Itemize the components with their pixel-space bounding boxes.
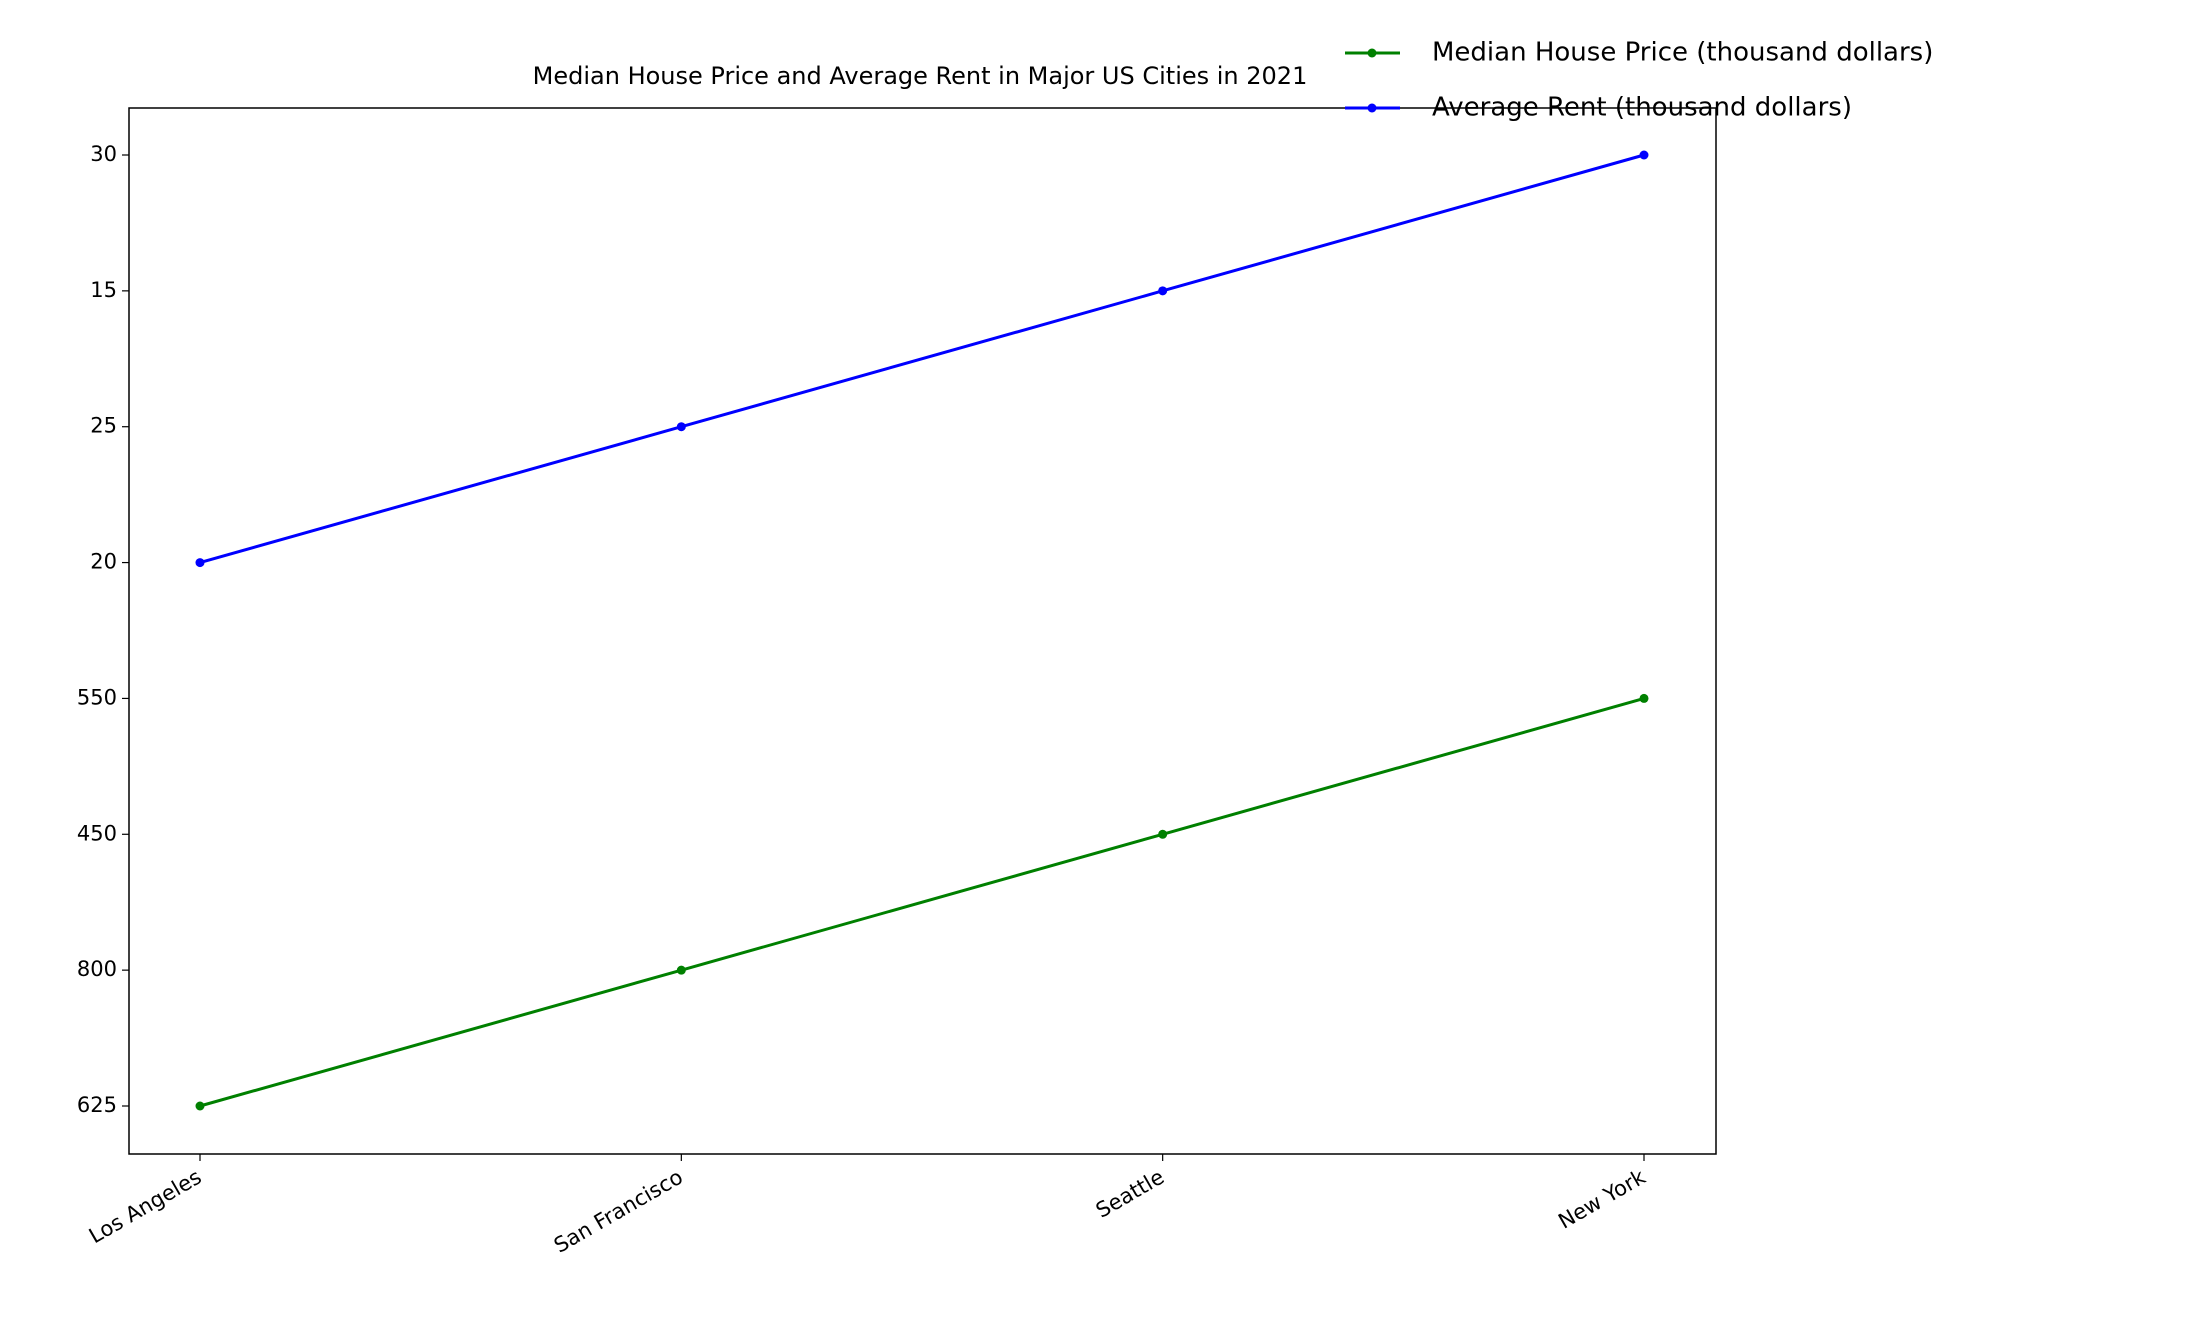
x-tick-label: San Francisco [550,1165,687,1258]
x-tick-label: Seattle [1092,1165,1168,1223]
y-tick-label: 30 [90,142,117,166]
series-line [199,696,1645,1108]
x-tick-label: Los Angeles [85,1165,206,1248]
legend-label: Median House Price (thousand dollars) [1432,38,1933,68]
y-tick-label: 625 [77,1093,117,1117]
data-point [1158,286,1168,296]
data-point [195,558,205,568]
y-tick-label: 15 [90,278,117,302]
y-tick-label: 550 [77,685,117,709]
data-point [676,422,686,432]
data-point [676,965,686,975]
data-point [1639,693,1649,703]
y-tick-label: 25 [90,414,117,438]
data-point [1158,829,1168,839]
y-tick-label: 450 [77,821,117,845]
legend-marker [1367,48,1377,58]
plot-frame [128,107,1717,1155]
legend-marker [1367,103,1377,113]
y-tick-label: 20 [90,550,117,574]
x-tick-label: New York [1554,1164,1650,1233]
chart-title: Median House Price and Average Rent in M… [533,62,1308,90]
data-point [1639,150,1649,160]
series-line [199,153,1645,565]
legend-label: Average Rent (thousand dollars) [1432,93,1852,123]
y-tick-label: 800 [77,957,117,981]
data-point [195,1101,205,1111]
